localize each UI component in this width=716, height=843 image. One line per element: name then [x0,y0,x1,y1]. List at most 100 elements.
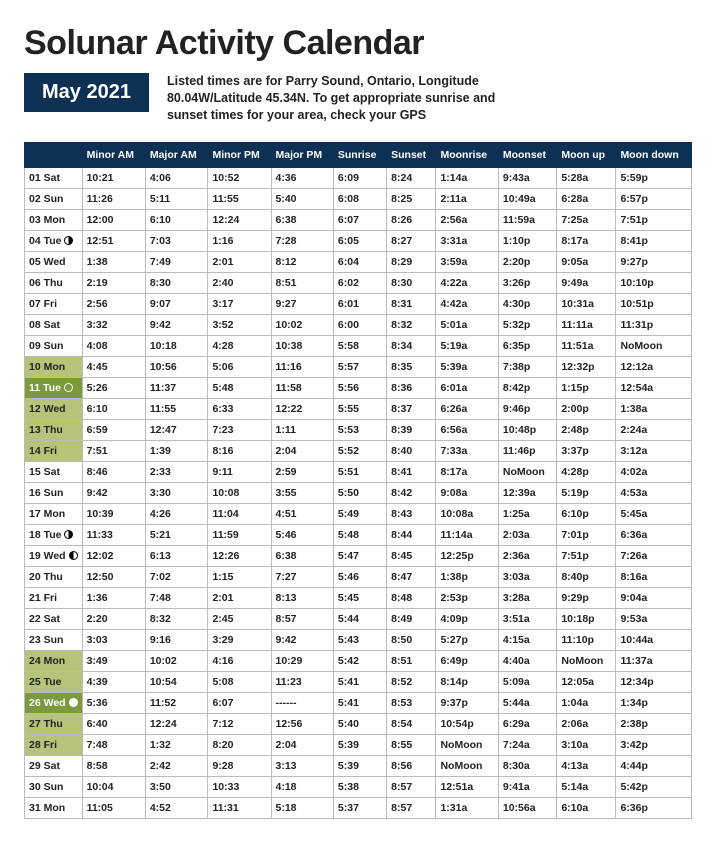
table-row: 03 Mon12:006:1012:246:386:078:262:56a11:… [25,209,692,230]
table-body: 01 Sat10:214:0610:524:366:098:241:14a9:4… [25,167,692,818]
col-moonrise: Moonrise [436,142,498,167]
col-sunrise: Sunrise [333,142,386,167]
time-cell: 1:15p [557,377,616,398]
day-label: 03 Mon [29,214,65,226]
time-cell: 5:14a [557,776,616,797]
time-cell: 3:12a [616,440,692,461]
time-cell: 5:41 [333,692,386,713]
time-cell: 8:27 [387,230,436,251]
table-row: 25 Tue4:3910:545:0811:235:418:528:14p5:0… [25,671,692,692]
time-cell: 1:10p [498,230,556,251]
time-cell: 5:39 [333,734,386,755]
time-cell: 4:02a [616,461,692,482]
time-cell: 9:53a [616,608,692,629]
time-cell: 4:28 [208,335,271,356]
time-cell: 8:30 [387,272,436,293]
time-cell: 12:47 [145,419,208,440]
time-cell: 10:08 [208,482,271,503]
time-cell: 12:24 [208,209,271,230]
time-cell: 6:10 [145,209,208,230]
time-cell: 7:49 [145,251,208,272]
time-cell: 8:32 [145,608,208,629]
time-cell: 11:10p [557,629,616,650]
time-cell: 6:57p [616,188,692,209]
time-cell: 12:00 [82,209,145,230]
time-cell: 10:54p [436,713,498,734]
day-cell: 16 Sun [25,482,83,503]
time-cell: 9:05a [557,251,616,272]
time-cell: 8:58 [82,755,145,776]
day-label: 30 Sun [29,781,63,793]
time-cell: 12:56 [271,713,333,734]
time-cell: 12:24 [145,713,208,734]
time-cell: 5:37 [333,797,386,818]
time-cell: 7:03 [145,230,208,251]
time-cell: 10:18p [557,608,616,629]
time-cell: 9:08a [436,482,498,503]
day-label: 10 Mon [29,361,65,373]
time-cell: 11:23 [271,671,333,692]
time-cell: 12:51 [82,230,145,251]
time-cell: 2:36a [498,545,556,566]
time-cell: 10:56 [145,356,208,377]
time-cell: 4:06 [145,167,208,188]
day-cell: 30 Sun [25,776,83,797]
time-cell: 5:44 [333,608,386,629]
time-cell: 6:35p [498,335,556,356]
time-cell: 5:56 [333,377,386,398]
time-cell: 2:04 [271,440,333,461]
day-cell: 07 Fri [25,293,83,314]
time-cell: 8:26 [387,209,436,230]
time-cell: 12:39a [498,482,556,503]
time-cell: 8:25 [387,188,436,209]
time-cell: 3:32 [82,314,145,335]
time-cell: 10:38 [271,335,333,356]
table-row: 23 Sun3:039:163:299:425:438:505:27p4:15a… [25,629,692,650]
time-cell: 8:34 [387,335,436,356]
time-cell: 10:08a [436,503,498,524]
time-cell: 6:10a [557,797,616,818]
time-cell: 1:16 [208,230,271,251]
time-cell: 9:28 [208,755,271,776]
time-cell: 5:46 [333,566,386,587]
time-cell: 2:38p [616,713,692,734]
table-row: 18 Tue11:335:2111:595:465:488:4411:14a2:… [25,524,692,545]
moon-phase-icon [69,698,78,707]
time-cell: 8:46 [82,461,145,482]
day-cell: 18 Tue [25,524,83,545]
time-cell: 4:53a [616,482,692,503]
table-row: 11 Tue5:2611:375:4811:585:568:366:01a8:4… [25,377,692,398]
time-cell: 8:49 [387,608,436,629]
time-cell: 6:01 [333,293,386,314]
time-cell: 6:04 [333,251,386,272]
time-cell: 6:08 [333,188,386,209]
time-cell: 4:26 [145,503,208,524]
time-cell: 8:57 [387,797,436,818]
col-moon-up: Moon up [557,142,616,167]
time-cell: 5:48 [208,377,271,398]
time-cell: 7:26a [616,545,692,566]
time-cell: 3:42p [616,734,692,755]
day-label: 04 Tue [29,235,61,247]
time-cell: 3:03 [82,629,145,650]
time-cell: 3:26p [498,272,556,293]
subtitle-line-1: Listed times are for Parry Sound, Ontari… [167,73,495,90]
time-cell: 7:48 [145,587,208,608]
day-label: 08 Sat [29,319,60,331]
time-cell: 2:19 [82,272,145,293]
time-cell: 8:16a [616,566,692,587]
table-row: 29 Sat8:582:429:283:135:398:56NoMoon8:30… [25,755,692,776]
time-cell: NoMoon [557,650,616,671]
time-cell: 5:49 [333,503,386,524]
day-cell: 21 Fri [25,587,83,608]
time-cell: 9:04a [616,587,692,608]
time-cell: 8:45 [387,545,436,566]
time-cell: 3:55 [271,482,333,503]
time-cell: 2:00p [557,398,616,419]
time-cell: 6:10p [557,503,616,524]
time-cell: 5:48 [333,524,386,545]
time-cell: 10:02 [271,314,333,335]
time-cell: 2:01 [208,587,271,608]
time-cell: 1:34p [616,692,692,713]
time-cell: 1:15 [208,566,271,587]
